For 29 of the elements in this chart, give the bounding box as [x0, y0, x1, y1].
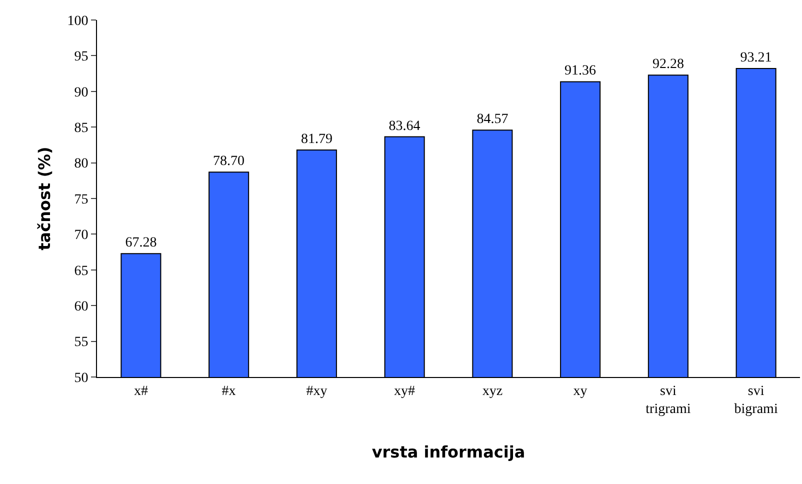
- y-tick-label: 75: [74, 192, 88, 208]
- data-label: 92.28: [652, 57, 684, 72]
- data-label: 81.79: [300, 132, 332, 148]
- y-tick-label: 50: [74, 370, 88, 386]
- x-tick-label: svi trigrami: [646, 384, 691, 417]
- x-tick-label: #xy: [306, 384, 328, 399]
- x-tick-label: xy#: [394, 384, 416, 399]
- y-axis-title: tačnost (%): [35, 146, 54, 250]
- x-tick-label: x#: [134, 384, 148, 399]
- y-tick-label: 70: [74, 228, 88, 244]
- y-tick-label: 65: [74, 264, 88, 279]
- data-label: 93.21: [740, 50, 772, 66]
- y-tick-label: 60: [74, 300, 88, 314]
- x-tick-label: svi bigrami: [734, 384, 778, 417]
- x-tick-label: xy: [573, 384, 588, 399]
- data-label: 84.57: [476, 112, 508, 128]
- x-axis-title: vrsta informacija: [372, 442, 526, 462]
- y-tick-label: 100: [67, 14, 88, 29]
- data-label: 78.70: [213, 154, 245, 170]
- y-tick-label: 90: [74, 85, 88, 100]
- y-tick-label: 55: [74, 335, 88, 350]
- data-label: 83.64: [388, 118, 420, 134]
- x-tick-label: #x: [222, 384, 236, 399]
- data-label: 91.36: [564, 64, 596, 79]
- y-tick-label: 80: [74, 156, 88, 172]
- data-label: 67.28: [125, 236, 157, 251]
- y-tick-label: 95: [74, 50, 88, 65]
- y-tick-label: 85: [74, 121, 88, 136]
- x-tick-label: xyz: [482, 384, 503, 399]
